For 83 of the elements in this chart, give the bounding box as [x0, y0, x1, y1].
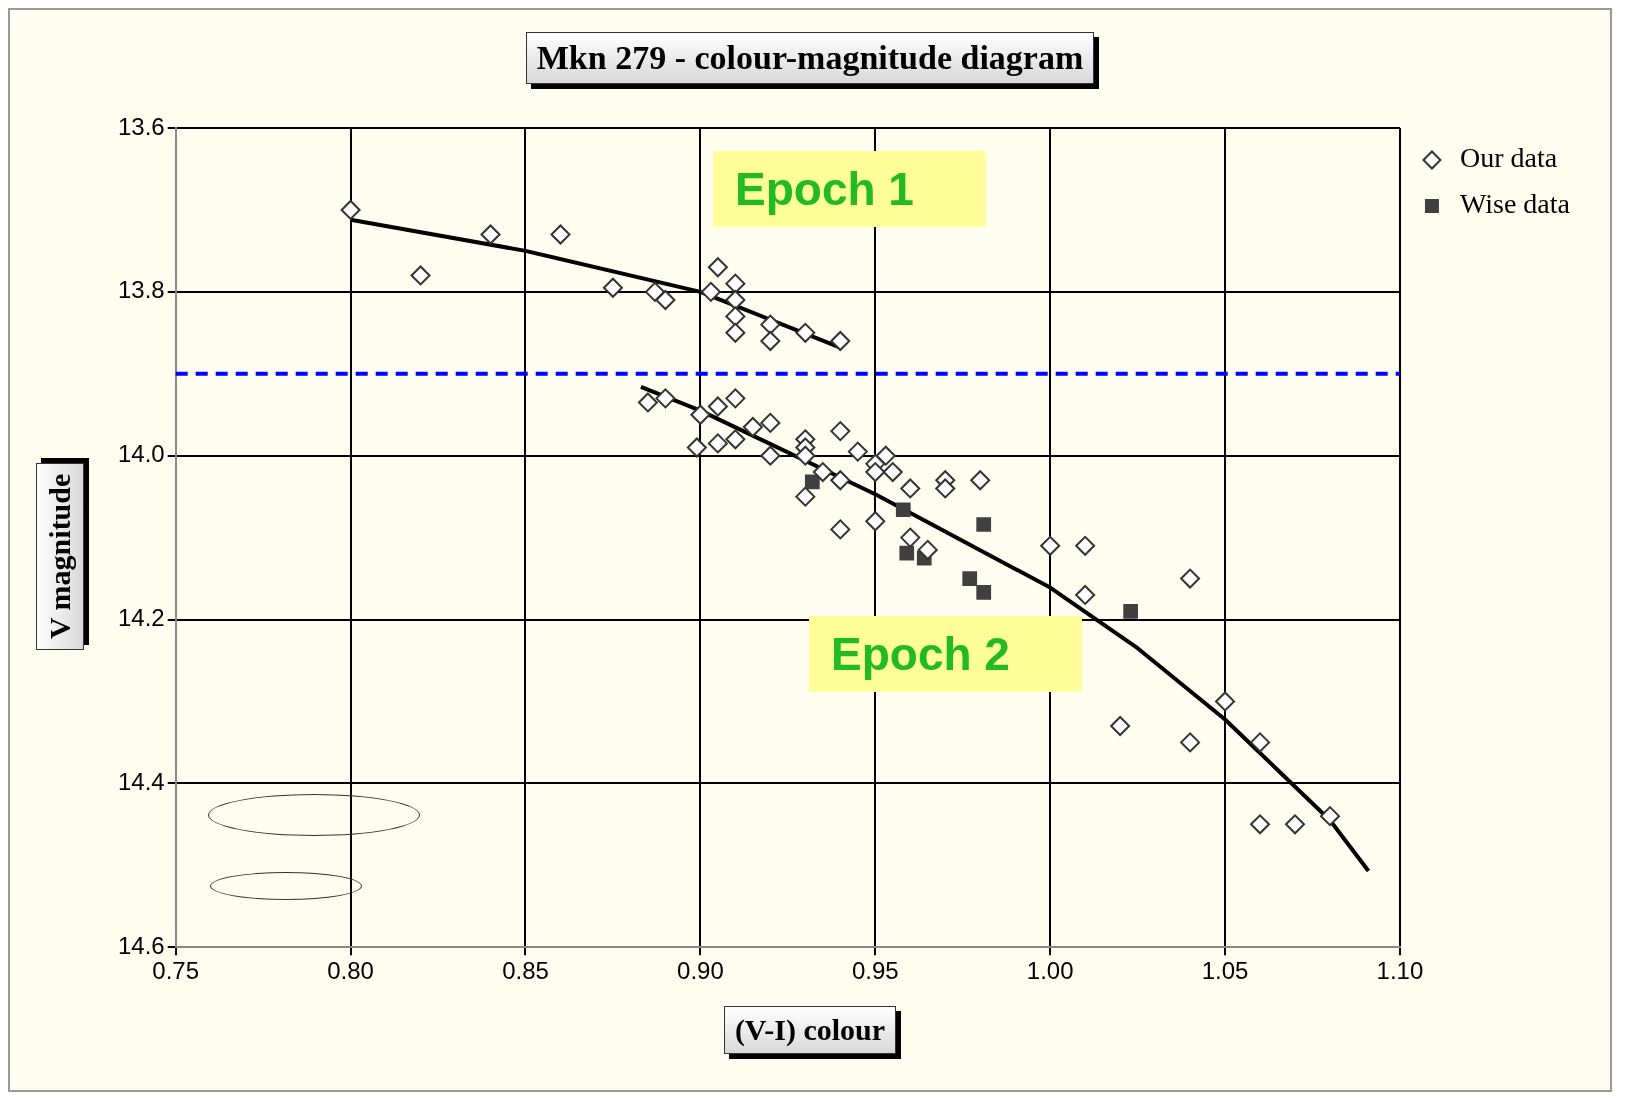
point	[760, 412, 781, 433]
point	[760, 445, 781, 466]
point	[830, 330, 851, 351]
legend-label: Wise data	[1459, 188, 1571, 220]
x-tick-label: 0.80	[327, 957, 374, 985]
point	[1075, 584, 1096, 605]
point	[707, 433, 728, 454]
point	[707, 257, 728, 278]
point	[847, 441, 868, 462]
point	[970, 470, 991, 491]
x-tick-label: 1.00	[1026, 957, 1074, 985]
point	[804, 474, 820, 490]
point	[1250, 732, 1271, 753]
point	[962, 571, 978, 586]
point	[655, 290, 676, 311]
point	[700, 281, 721, 302]
point	[976, 585, 992, 600]
point	[795, 486, 816, 507]
point	[725, 273, 746, 294]
point	[1123, 603, 1138, 619]
y-tick-label: 14.4	[117, 767, 165, 795]
point	[1110, 716, 1131, 737]
point	[917, 539, 938, 560]
x-tick-label: 1.05	[1201, 957, 1249, 985]
y-tick-label: 14.2	[117, 604, 165, 632]
point	[480, 224, 501, 245]
point	[340, 199, 361, 220]
annotation: Epoch 2	[831, 628, 1010, 680]
x-tick-label: 0.85	[502, 957, 549, 985]
annotation: Epoch 1	[735, 163, 914, 215]
point	[655, 388, 676, 409]
chart-title: Mkn 279 - colour-magnitude diagram	[525, 32, 1095, 84]
point	[830, 470, 851, 491]
x-axis-title: (V-I) colour	[723, 1006, 897, 1054]
point	[830, 519, 851, 540]
y-axis-title: V magnitude	[36, 462, 84, 650]
y-tick-label: 13.6	[117, 112, 165, 140]
point	[725, 306, 746, 327]
point	[900, 527, 921, 548]
point	[875, 445, 896, 466]
point	[644, 281, 665, 302]
point	[882, 462, 903, 483]
point	[1040, 535, 1061, 556]
point	[830, 421, 851, 442]
point	[976, 517, 992, 532]
point	[725, 388, 746, 409]
point	[1285, 814, 1306, 835]
point	[812, 462, 833, 483]
y-tick-label: 13.8	[117, 276, 165, 304]
point	[795, 445, 816, 466]
x-tick-label: 0.75	[152, 957, 200, 985]
point	[725, 429, 746, 450]
point	[1180, 732, 1201, 753]
point	[725, 290, 746, 311]
point	[742, 417, 763, 438]
point	[686, 437, 707, 458]
point	[1250, 814, 1271, 835]
y-tick-label: 14.0	[117, 440, 165, 468]
point	[899, 545, 915, 561]
point	[690, 404, 711, 425]
point	[760, 330, 781, 351]
point	[637, 392, 658, 413]
point	[865, 462, 886, 483]
point	[795, 322, 816, 343]
point	[895, 502, 911, 518]
x-tick-label: 1.10	[1376, 957, 1424, 985]
point	[900, 478, 921, 499]
point	[725, 322, 746, 343]
point	[935, 478, 956, 499]
point	[707, 396, 728, 417]
point	[1320, 806, 1340, 827]
point	[602, 277, 623, 298]
x-tick-label: 0.90	[677, 957, 724, 985]
point	[760, 314, 781, 335]
y-tick-label: 14.6	[117, 931, 165, 959]
point	[410, 265, 431, 286]
point	[550, 224, 571, 245]
legend-label: Our data	[1459, 142, 1558, 174]
x-tick-label: 0.95	[851, 957, 899, 985]
point	[1215, 691, 1236, 712]
point	[865, 511, 886, 532]
point	[1180, 568, 1201, 589]
point	[1075, 535, 1096, 556]
